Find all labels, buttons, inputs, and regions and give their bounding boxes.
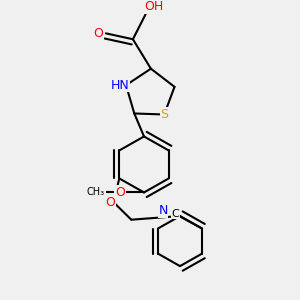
Text: C: C: [171, 209, 179, 219]
Text: O: O: [105, 196, 115, 208]
Text: S: S: [160, 108, 168, 121]
Text: OH: OH: [144, 0, 164, 13]
Text: N: N: [158, 204, 168, 218]
Text: CH₃: CH₃: [87, 188, 105, 197]
Text: HN: HN: [111, 79, 129, 92]
Text: O: O: [115, 186, 125, 199]
Text: O: O: [94, 27, 103, 40]
